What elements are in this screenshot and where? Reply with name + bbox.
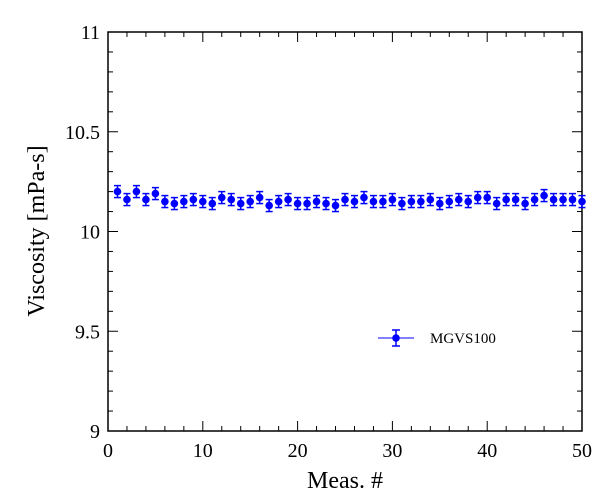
data-point [180,197,188,206]
data-point [540,191,548,200]
data-point [142,195,150,204]
data-point [436,199,444,208]
data-point [151,189,160,198]
data-point [217,193,226,202]
x-tick-label: 10 [193,440,213,462]
data-point [255,193,264,202]
data-point [123,195,131,204]
data-point [398,199,406,208]
data-point [236,199,245,208]
data-point [464,197,473,206]
data-point [417,197,425,206]
data-point [426,195,435,204]
data-point [161,197,169,206]
data-point [492,199,501,208]
tick-labels: 0 10 20 30 40 50 9 9.5 10 10.5 11 [65,22,592,462]
y-tick-label: 10 [80,222,100,244]
plot-frame [107,31,583,432]
data-point [559,195,567,204]
data-point [350,197,359,206]
data-point [303,199,311,208]
data-point [284,195,292,204]
data-point [549,195,558,204]
data-point [246,197,254,206]
data-point [189,195,198,204]
x-axis-title: Meas. # [307,468,383,494]
x-tick-label: 20 [288,440,308,462]
y-tick-label: 9.5 [75,321,100,343]
data-point [341,195,349,204]
legend-label: MGVS100 [430,331,496,347]
data-point [473,193,482,202]
x-tick-label: 30 [382,440,402,462]
y-tick-label: 10.5 [65,122,100,144]
data-point [502,195,510,204]
data-point [208,199,217,208]
data-point [132,187,141,196]
y-tick-label: 9 [90,421,100,443]
data-point [170,199,179,208]
data-point [227,195,236,204]
data-point [407,197,416,206]
axis-ticks [107,31,583,432]
x-tick-label: 0 [103,440,113,462]
data-point [199,197,207,206]
data-point [274,197,283,206]
data-point [445,197,454,206]
legend: MGVS100 [378,329,496,347]
x-tick-label: 50 [572,440,592,462]
data-point [113,187,122,196]
data-point [511,195,520,204]
data-point [388,195,397,204]
data-point [265,201,273,210]
data-point [521,199,529,208]
data-point [578,197,586,206]
data-point [293,199,302,208]
data-point [568,195,577,204]
data-point [530,195,539,204]
data-series [113,184,586,213]
data-point [379,197,387,206]
data-point [454,195,463,204]
data-point [360,193,368,202]
data-point [483,193,492,202]
y-axis-title: Viscosity [mPa-s] [24,145,50,316]
legend-marker [392,334,400,342]
y-tick-label: 11 [81,22,100,44]
data-point [322,199,330,208]
data-point [312,197,321,206]
x-tick-label: 40 [477,440,497,462]
data-point [369,197,378,206]
data-point [331,201,340,210]
